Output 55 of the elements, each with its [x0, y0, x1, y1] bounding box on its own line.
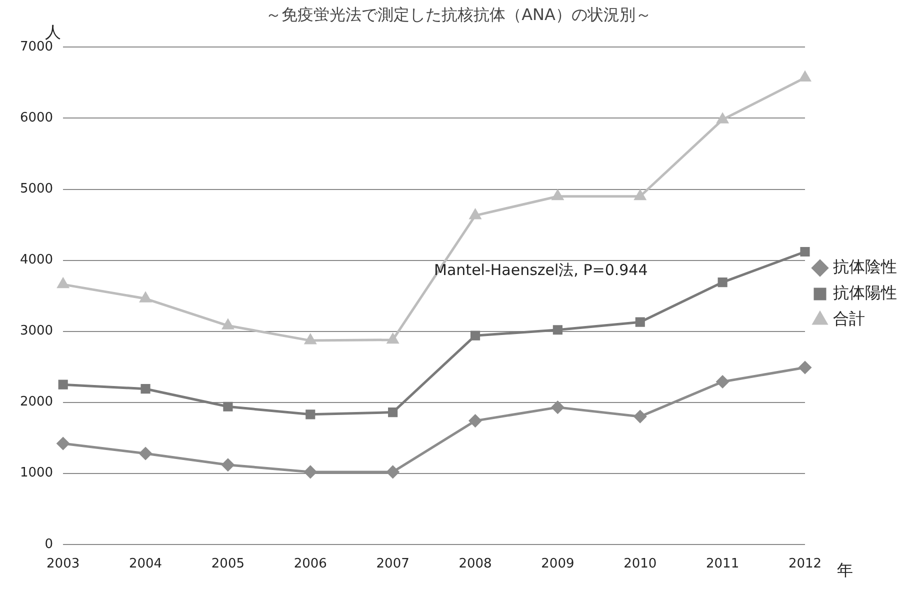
- y-tick-label: 1000: [20, 466, 54, 481]
- point: [634, 410, 646, 423]
- legend-label: 抗体陰性: [833, 257, 897, 276]
- x-tick-label: 2010: [624, 556, 657, 572]
- point: [222, 319, 234, 330]
- y-tick-label: 2000: [20, 394, 54, 410]
- point: [470, 209, 481, 220]
- point: [799, 71, 811, 82]
- point: [470, 330, 480, 340]
- x-tick-label: 2007: [376, 556, 410, 572]
- point: [552, 190, 564, 200]
- point: [798, 361, 812, 374]
- chart-title: ～免疫蛍光法で測定した抗核抗体（ANA）の状況別～: [266, 4, 652, 24]
- point: [304, 334, 316, 344]
- point: [388, 408, 398, 418]
- point: [387, 334, 398, 344]
- y-tick-label: 6000: [20, 110, 54, 126]
- point: [58, 380, 68, 390]
- x-tick-label: 2003: [46, 556, 80, 572]
- legend-label: 合計: [833, 309, 865, 328]
- point: [140, 292, 152, 302]
- point: [635, 317, 645, 327]
- x-tick-label: 2012: [788, 556, 822, 572]
- x-tick-label: 2006: [294, 556, 327, 572]
- y-tick-label: 7000: [20, 40, 54, 55]
- x-tick-label: 2009: [541, 556, 574, 572]
- point: [386, 466, 400, 478]
- y-tick-label: 3000: [20, 324, 54, 339]
- y-axis-title: 人: [45, 22, 62, 42]
- point: [140, 384, 150, 394]
- x-tick-label: 2011: [706, 556, 740, 572]
- point: [552, 325, 562, 335]
- point: [222, 458, 234, 472]
- y-tick-label: 0: [44, 536, 54, 552]
- point: [718, 278, 728, 288]
- point: [716, 113, 728, 124]
- x-tick-label: 2004: [128, 556, 162, 572]
- point: [58, 278, 69, 288]
- point: [634, 190, 646, 200]
- point: [469, 414, 482, 428]
- point: [716, 375, 729, 388]
- x-tick-label: 2008: [458, 556, 492, 572]
- point: [223, 402, 233, 412]
- y-tick-label: 5000: [20, 182, 54, 197]
- annotation: Mantel-Haenszel法, P=0.944: [434, 260, 648, 279]
- x-tick-label: 2005: [211, 556, 244, 572]
- legend-label: 抗体陽性: [833, 283, 897, 302]
- point: [306, 410, 316, 420]
- point: [139, 447, 152, 460]
- point: [551, 401, 564, 414]
- point: [304, 466, 317, 478]
- x-axis-title: 年: [837, 560, 853, 580]
- point: [56, 437, 70, 450]
- y-tick-label: 4000: [20, 252, 54, 268]
- point: [800, 246, 810, 257]
